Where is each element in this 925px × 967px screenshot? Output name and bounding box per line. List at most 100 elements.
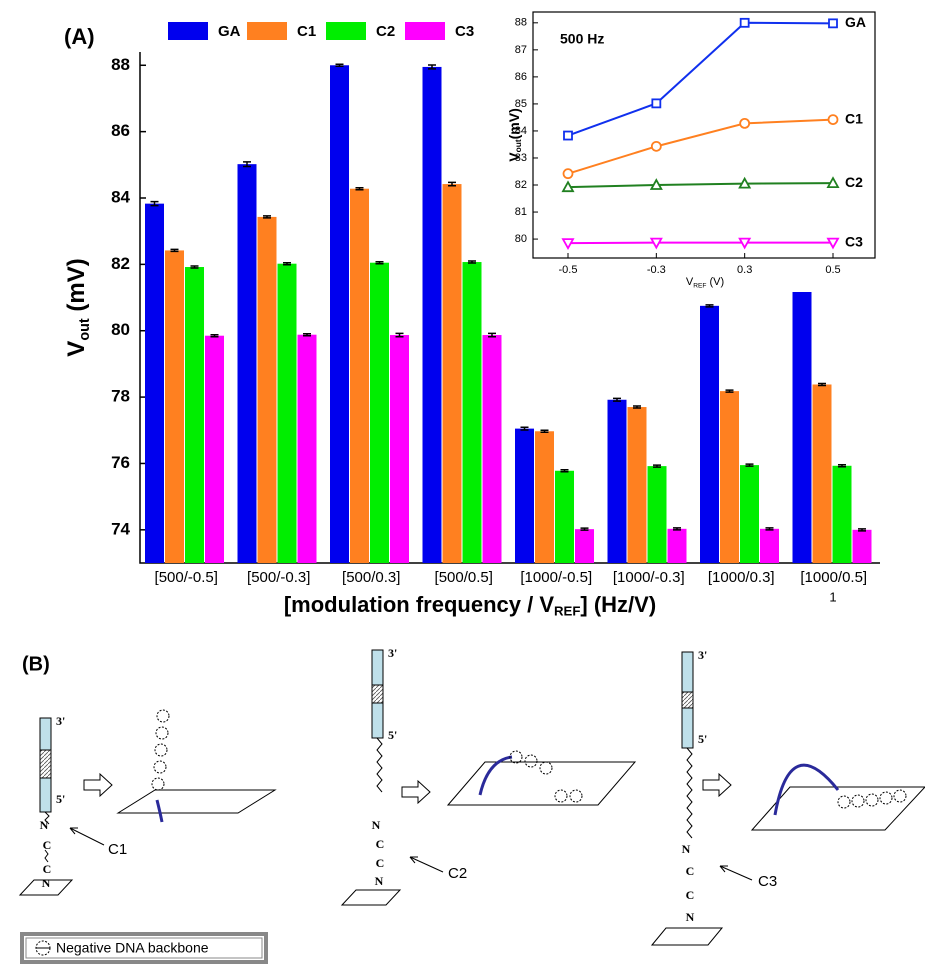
bar	[165, 250, 184, 563]
error-bar	[633, 405, 641, 409]
error-bar	[355, 186, 364, 191]
bar	[852, 529, 872, 563]
bar	[647, 466, 667, 563]
bar	[627, 407, 647, 563]
legend-swatch	[168, 22, 208, 40]
strand-end: 5'	[698, 732, 707, 746]
x-tick-label: [1000/0.5]	[800, 569, 867, 586]
error-bar	[395, 332, 404, 338]
bar	[370, 262, 389, 563]
bar	[390, 335, 409, 563]
marker	[649, 178, 663, 190]
axis-label-part: (V)	[706, 276, 724, 288]
x-tick-label: [500/0.3]	[342, 569, 400, 586]
bar	[205, 335, 224, 563]
inset-chart: 80 81 82 83 84 85 86 87 88 -0.5 -0.3 0.3 0.5 500 Hz Vo…	[492, 0, 925, 292]
y-tick-label: 87	[515, 44, 527, 56]
error-bar	[303, 332, 311, 337]
x-tick-label: [500/-0.3]	[247, 569, 310, 586]
bar	[515, 428, 534, 563]
marker	[826, 176, 840, 189]
legend-swatch	[247, 22, 287, 40]
axis-label-part: [modulation frequency / V	[284, 592, 554, 617]
linker-atom: C	[43, 862, 52, 876]
x-tick-label: [1000/-0.3]	[613, 569, 685, 586]
strand-end: 5'	[388, 728, 397, 742]
x-tick-label: [1000/-0.5]	[520, 569, 592, 586]
marker	[561, 238, 575, 250]
probe-label: C1	[108, 841, 127, 858]
legend-label: C2	[376, 23, 395, 40]
error-bar	[745, 463, 754, 467]
series-label: C2	[845, 174, 863, 190]
linker-atom: N	[686, 910, 695, 924]
axis-label: VREF (V)	[686, 276, 724, 289]
annotation: 1	[829, 589, 836, 604]
y-tick-label: 78	[111, 387, 130, 406]
bar-chart: 74 76 78 80 82 84 86 88 [500/-0.5] [500/-0.3] [500…	[63, 22, 880, 619]
bar	[575, 529, 594, 563]
y-tick-label: 86	[515, 71, 527, 83]
linker-atom: N	[375, 874, 384, 888]
x-tick-label: [500/0.5]	[435, 569, 493, 586]
marker	[738, 176, 752, 189]
linker-atom: N	[682, 842, 691, 856]
legend-swatch	[405, 22, 445, 40]
legend-swatch	[326, 22, 366, 40]
linker-atom: C	[376, 856, 385, 870]
bar	[277, 263, 297, 563]
series-label: C1	[845, 110, 863, 126]
y-tick-label: 88	[515, 17, 527, 29]
error-bar	[375, 260, 384, 265]
diagram: (B)	[18, 649, 925, 964]
axes-frame	[532, 11, 876, 259]
legend-label: GA	[218, 23, 241, 40]
marker	[738, 237, 752, 250]
axis-label-sub: REF	[693, 282, 706, 289]
error-bar	[653, 464, 661, 468]
linker-atom: N	[40, 818, 49, 832]
x-tick-label: -0.3	[647, 264, 666, 276]
line-series	[567, 241, 833, 245]
bar	[832, 465, 852, 563]
error-bar	[150, 200, 159, 207]
x-tick-label: -0.5	[559, 264, 578, 276]
error-bar	[560, 469, 569, 473]
y-tick-label: 80	[111, 320, 130, 339]
axis-label: Vout (mV)	[63, 258, 93, 356]
strand-end: 3'	[388, 646, 397, 660]
error-bar	[613, 397, 621, 402]
bar	[740, 465, 759, 563]
marker	[563, 130, 573, 141]
y-tick-label: 88	[111, 55, 130, 74]
line-series	[567, 118, 834, 175]
axis-label-part: ] (Hz/V)	[580, 592, 656, 617]
legend-label: C1	[297, 23, 316, 40]
legend-text: Negative DNA backbone	[56, 940, 209, 956]
bar	[145, 203, 164, 563]
y-tick-label: 84	[515, 125, 527, 137]
series-label: GA	[845, 14, 866, 30]
error-bar	[283, 261, 291, 266]
axis-label-part: V	[506, 152, 522, 162]
line-series	[567, 182, 834, 189]
bar	[185, 267, 204, 563]
error-bar	[428, 64, 436, 70]
axis-label-part: V	[63, 341, 90, 357]
bar	[257, 216, 277, 563]
marker	[650, 140, 662, 152]
linker-atom: C	[43, 838, 52, 852]
x-tick-label: 0.3	[737, 264, 752, 276]
axis-label: Vout(mV)	[506, 108, 524, 162]
marker	[651, 98, 662, 109]
error-bar	[190, 265, 199, 269]
x-tick-label: [1000/0.3]	[708, 569, 775, 586]
y-tick-label: 74	[111, 519, 130, 538]
y-tick-label: 84	[111, 187, 130, 206]
marker	[649, 237, 663, 250]
axis-label-part: V	[686, 276, 694, 288]
error-bar	[520, 426, 529, 431]
error-bar	[673, 527, 681, 531]
marker	[828, 18, 838, 29]
